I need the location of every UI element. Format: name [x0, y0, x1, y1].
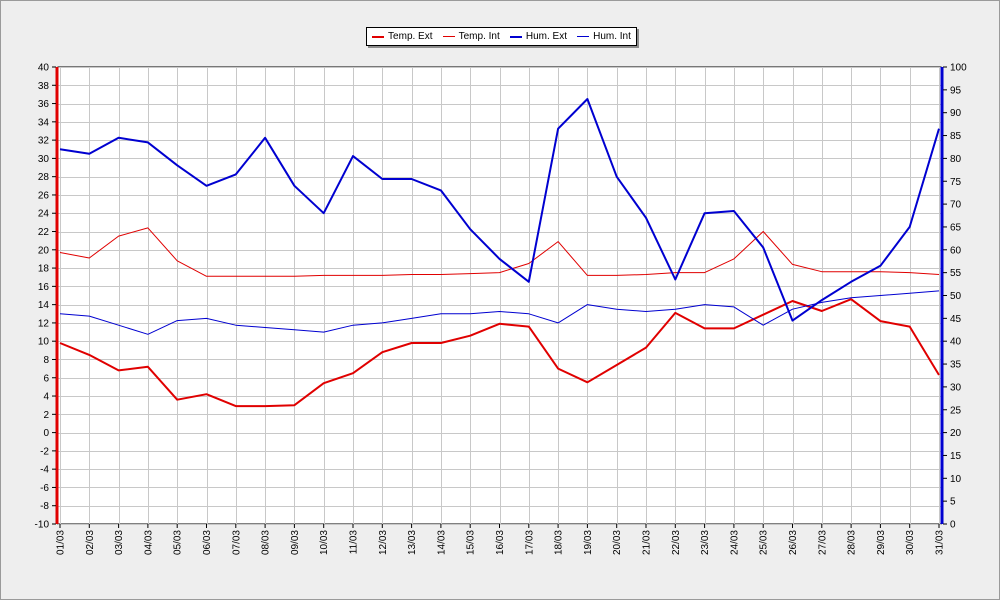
- x-tick-label: 11/03: [349, 530, 360, 555]
- left-tick-label: 34: [38, 117, 50, 128]
- x-tick-label: 03/03: [114, 530, 125, 555]
- left-tick-label: -2: [40, 446, 49, 457]
- left-tick-label: -10: [35, 520, 50, 531]
- legend-label: Temp. Int: [458, 31, 500, 42]
- x-tick-label: 15/03: [466, 530, 477, 555]
- x-tick-label: 23/03: [700, 530, 711, 555]
- x-tick-label: 02/03: [85, 530, 96, 555]
- legend: Temp. Ext Temp. Int Hum. Ext Hum. Int: [366, 27, 637, 46]
- legend-item: Hum. Int: [577, 31, 631, 42]
- legend-swatch: [509, 35, 522, 38]
- x-tick-label: 09/03: [290, 530, 301, 555]
- x-tick-label: 30/03: [905, 530, 916, 555]
- right-tick-label: 0: [950, 520, 956, 531]
- right-tick-label: 80: [950, 154, 962, 165]
- left-tick-label: 26: [38, 190, 50, 201]
- left-tick-label: 24: [38, 209, 50, 220]
- legend-label: Hum. Ext: [525, 31, 567, 42]
- x-tick-label: 16/03: [495, 530, 506, 555]
- right-tick-label: 20: [950, 428, 962, 439]
- right-tick-label: 85: [950, 131, 962, 142]
- left-tick-label: 12: [38, 318, 50, 329]
- left-tick-label: 16: [38, 282, 50, 293]
- left-tick-label: 32: [38, 136, 50, 147]
- x-tick-label: 25/03: [759, 530, 770, 555]
- x-tick-label: 19/03: [583, 530, 594, 555]
- x-tick-label: 26/03: [788, 530, 799, 555]
- right-tick-label: 10: [950, 474, 962, 485]
- left-tick-label: 4: [43, 392, 49, 403]
- x-tick-label: 28/03: [847, 530, 858, 555]
- left-tick-label: 38: [38, 81, 50, 92]
- left-tick-label: 40: [38, 63, 50, 74]
- left-tick-label: 36: [38, 99, 50, 110]
- left-tick-label: 20: [38, 245, 50, 256]
- x-tick-label: 14/03: [436, 530, 447, 555]
- x-tick-label: 22/03: [671, 530, 682, 555]
- legend-swatch: [442, 36, 455, 37]
- left-tick-label: 18: [38, 264, 50, 275]
- x-tick-label: 08/03: [261, 530, 272, 555]
- x-tick-label: 13/03: [407, 530, 418, 555]
- legend-swatch: [372, 35, 385, 38]
- x-tick-label: 18/03: [554, 530, 565, 555]
- x-tick-label: 10/03: [319, 530, 330, 555]
- x-tick-label: 12/03: [378, 530, 389, 555]
- right-tick-label: 50: [950, 291, 962, 302]
- series-line-temp-int: [59, 227, 940, 277]
- x-tick-label: 27/03: [817, 530, 828, 555]
- x-tick-label: 20/03: [612, 530, 623, 555]
- right-tick-label: 15: [950, 451, 962, 462]
- right-tick-label: 70: [950, 200, 962, 211]
- right-tick-label: 35: [950, 360, 962, 371]
- right-tick-label: 30: [950, 382, 962, 393]
- right-tick-label: 65: [950, 222, 962, 233]
- legend-swatch: [577, 36, 590, 37]
- legend-label: Hum. Int: [593, 31, 631, 42]
- left-tick-label: 2: [43, 410, 49, 421]
- left-tick-label: 10: [38, 337, 50, 348]
- left-tick-label: -8: [40, 501, 49, 512]
- x-tick-label: 07/03: [231, 530, 242, 555]
- right-tick-label: 100: [950, 63, 967, 74]
- legend-item: Temp. Ext: [372, 31, 433, 42]
- right-tick-label: 5: [950, 497, 956, 508]
- x-tick-label: 24/03: [729, 530, 740, 555]
- right-tick-label: 95: [950, 85, 962, 96]
- right-tick-label: 25: [950, 405, 962, 416]
- x-tick-label: 17/03: [524, 530, 535, 555]
- left-tick-label: -6: [40, 483, 49, 494]
- legend-item: Hum. Ext: [509, 31, 567, 42]
- x-tick-label: 21/03: [642, 530, 653, 555]
- left-tick-label: 14: [38, 300, 50, 311]
- legend-label: Temp. Ext: [388, 31, 433, 42]
- x-tick-label: 31/03: [935, 530, 946, 555]
- series-line-temp-ext: [59, 298, 940, 408]
- left-tick-label: 30: [38, 154, 50, 165]
- right-tick-label: 75: [950, 177, 962, 188]
- x-tick-label: 05/03: [173, 530, 184, 555]
- right-tick-label: 45: [950, 314, 962, 325]
- legend-item: Temp. Int: [442, 31, 500, 42]
- left-tick-label: 8: [43, 355, 49, 366]
- x-tick-label: 06/03: [202, 530, 213, 555]
- left-tick-label: 28: [38, 172, 50, 183]
- left-tick-label: 0: [43, 428, 49, 439]
- left-tick-label: 6: [43, 373, 49, 384]
- x-tick-label: 29/03: [876, 530, 887, 555]
- series-line-hum-int: [59, 290, 940, 335]
- right-tick-label: 40: [950, 337, 962, 348]
- right-tick-label: 90: [950, 108, 962, 119]
- left-tick-label: -4: [40, 465, 49, 476]
- right-tick-label: 55: [950, 268, 962, 279]
- left-tick-label: 22: [38, 227, 50, 238]
- x-tick-label: 04/03: [143, 530, 154, 555]
- plot-area: [57, 66, 942, 525]
- x-tick-label: 01/03: [56, 530, 67, 555]
- right-tick-label: 60: [950, 245, 962, 256]
- series-line-hum-ext: [59, 98, 940, 322]
